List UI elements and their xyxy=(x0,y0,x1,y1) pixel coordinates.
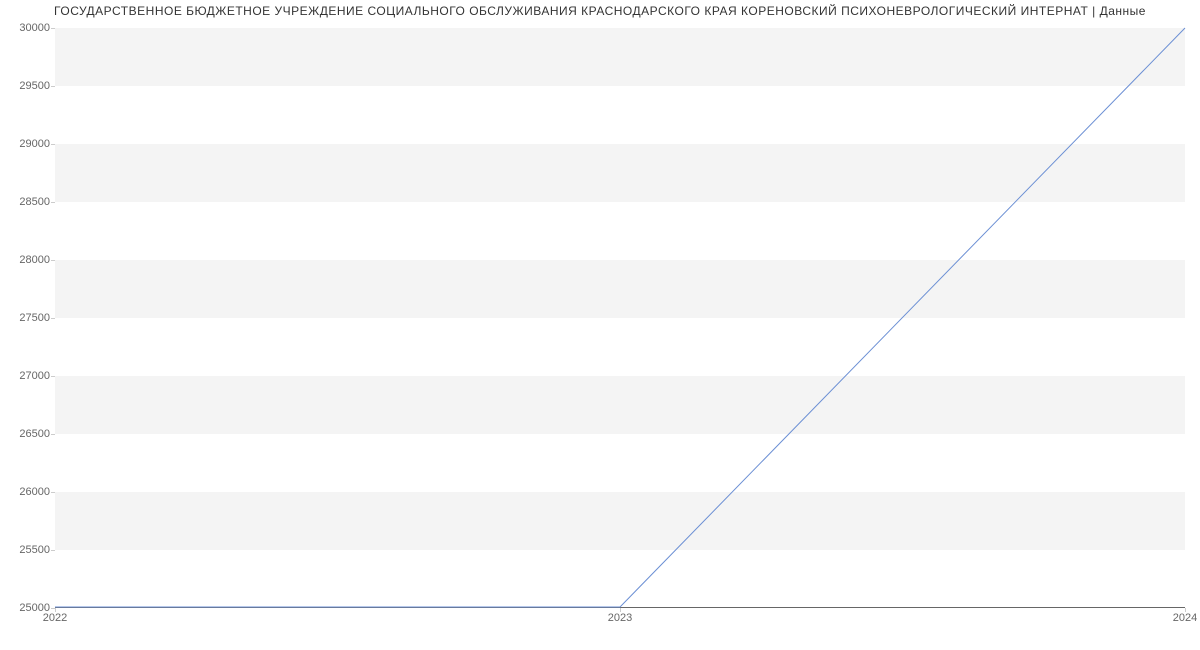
y-tick-label: 25500 xyxy=(6,544,50,556)
chart-title: ГОСУДАРСТВЕННОЕ БЮДЖЕТНОЕ УЧРЕЖДЕНИЕ СОЦ… xyxy=(0,4,1200,18)
y-tick-mark xyxy=(51,434,55,435)
y-tick-label: 29000 xyxy=(6,138,50,150)
y-tick-mark xyxy=(51,144,55,145)
y-tick-label: 28000 xyxy=(6,254,50,266)
y-tick-mark xyxy=(51,202,55,203)
y-tick-label: 30000 xyxy=(6,22,50,34)
y-tick-mark xyxy=(51,376,55,377)
plot-area xyxy=(55,28,1185,608)
x-tick-label: 2024 xyxy=(1173,612,1197,624)
y-tick-mark xyxy=(51,260,55,261)
y-tick-mark xyxy=(51,550,55,551)
x-tick-mark xyxy=(55,608,56,612)
y-tick-label: 27000 xyxy=(6,370,50,382)
y-tick-mark xyxy=(51,492,55,493)
y-tick-mark xyxy=(51,86,55,87)
x-tick-label: 2022 xyxy=(43,612,67,624)
y-tick-label: 26500 xyxy=(6,428,50,440)
y-tick-mark xyxy=(51,318,55,319)
y-tick-label: 28500 xyxy=(6,196,50,208)
x-tick-label: 2023 xyxy=(608,612,632,624)
series-line xyxy=(55,28,1185,607)
line-series-layer xyxy=(55,28,1185,607)
chart-container: ГОСУДАРСТВЕННОЕ БЮДЖЕТНОЕ УЧРЕЖДЕНИЕ СОЦ… xyxy=(0,0,1200,650)
y-tick-mark xyxy=(51,28,55,29)
x-tick-mark xyxy=(620,608,621,612)
y-tick-label: 27500 xyxy=(6,312,50,324)
y-tick-label: 29500 xyxy=(6,80,50,92)
x-tick-mark xyxy=(1185,608,1186,612)
y-tick-label: 26000 xyxy=(6,486,50,498)
